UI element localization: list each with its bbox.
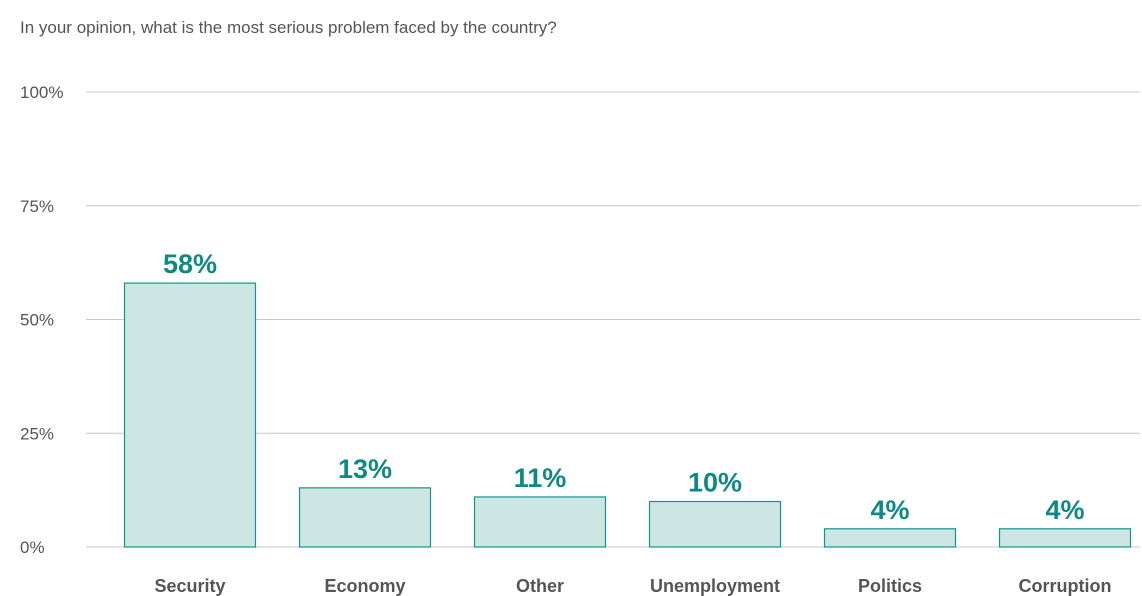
category-label: Other <box>516 576 564 596</box>
bars <box>123 282 1132 548</box>
y-tick-label: 0% <box>20 538 45 557</box>
chart-title: In your opinion, what is the most seriou… <box>20 18 557 37</box>
category-label: Economy <box>324 576 405 596</box>
bar-unemployment <box>648 500 782 548</box>
category-label: Security <box>154 576 225 596</box>
y-axis-ticks: 0% 25% 50% 75% 100% <box>20 83 63 557</box>
data-label: 4% <box>1045 495 1084 525</box>
data-label: 10% <box>688 468 742 498</box>
data-label: 58% <box>163 249 217 279</box>
bar-security <box>123 282 257 548</box>
category-label: Corruption <box>1019 576 1112 596</box>
bar-economy <box>298 487 432 548</box>
bar-other <box>473 496 607 548</box>
category-label: Unemployment <box>650 576 780 596</box>
y-tick-label: 75% <box>20 197 54 216</box>
data-label: 13% <box>338 454 392 484</box>
y-tick-label: 50% <box>20 311 54 330</box>
gridlines <box>86 91 1140 548</box>
y-tick-label: 25% <box>20 424 54 443</box>
data-label: 4% <box>870 495 909 525</box>
data-label: 11% <box>514 463 567 493</box>
data-labels: 58% 13% 11% 10% 4% 4% <box>163 249 1085 525</box>
category-label: Politics <box>858 576 922 596</box>
y-tick-label: 100% <box>20 83 63 102</box>
category-labels: Security Economy Other Unemployment Politics… <box>154 576 1111 596</box>
bar-politics <box>823 528 957 548</box>
bar-corruption <box>998 528 1132 548</box>
